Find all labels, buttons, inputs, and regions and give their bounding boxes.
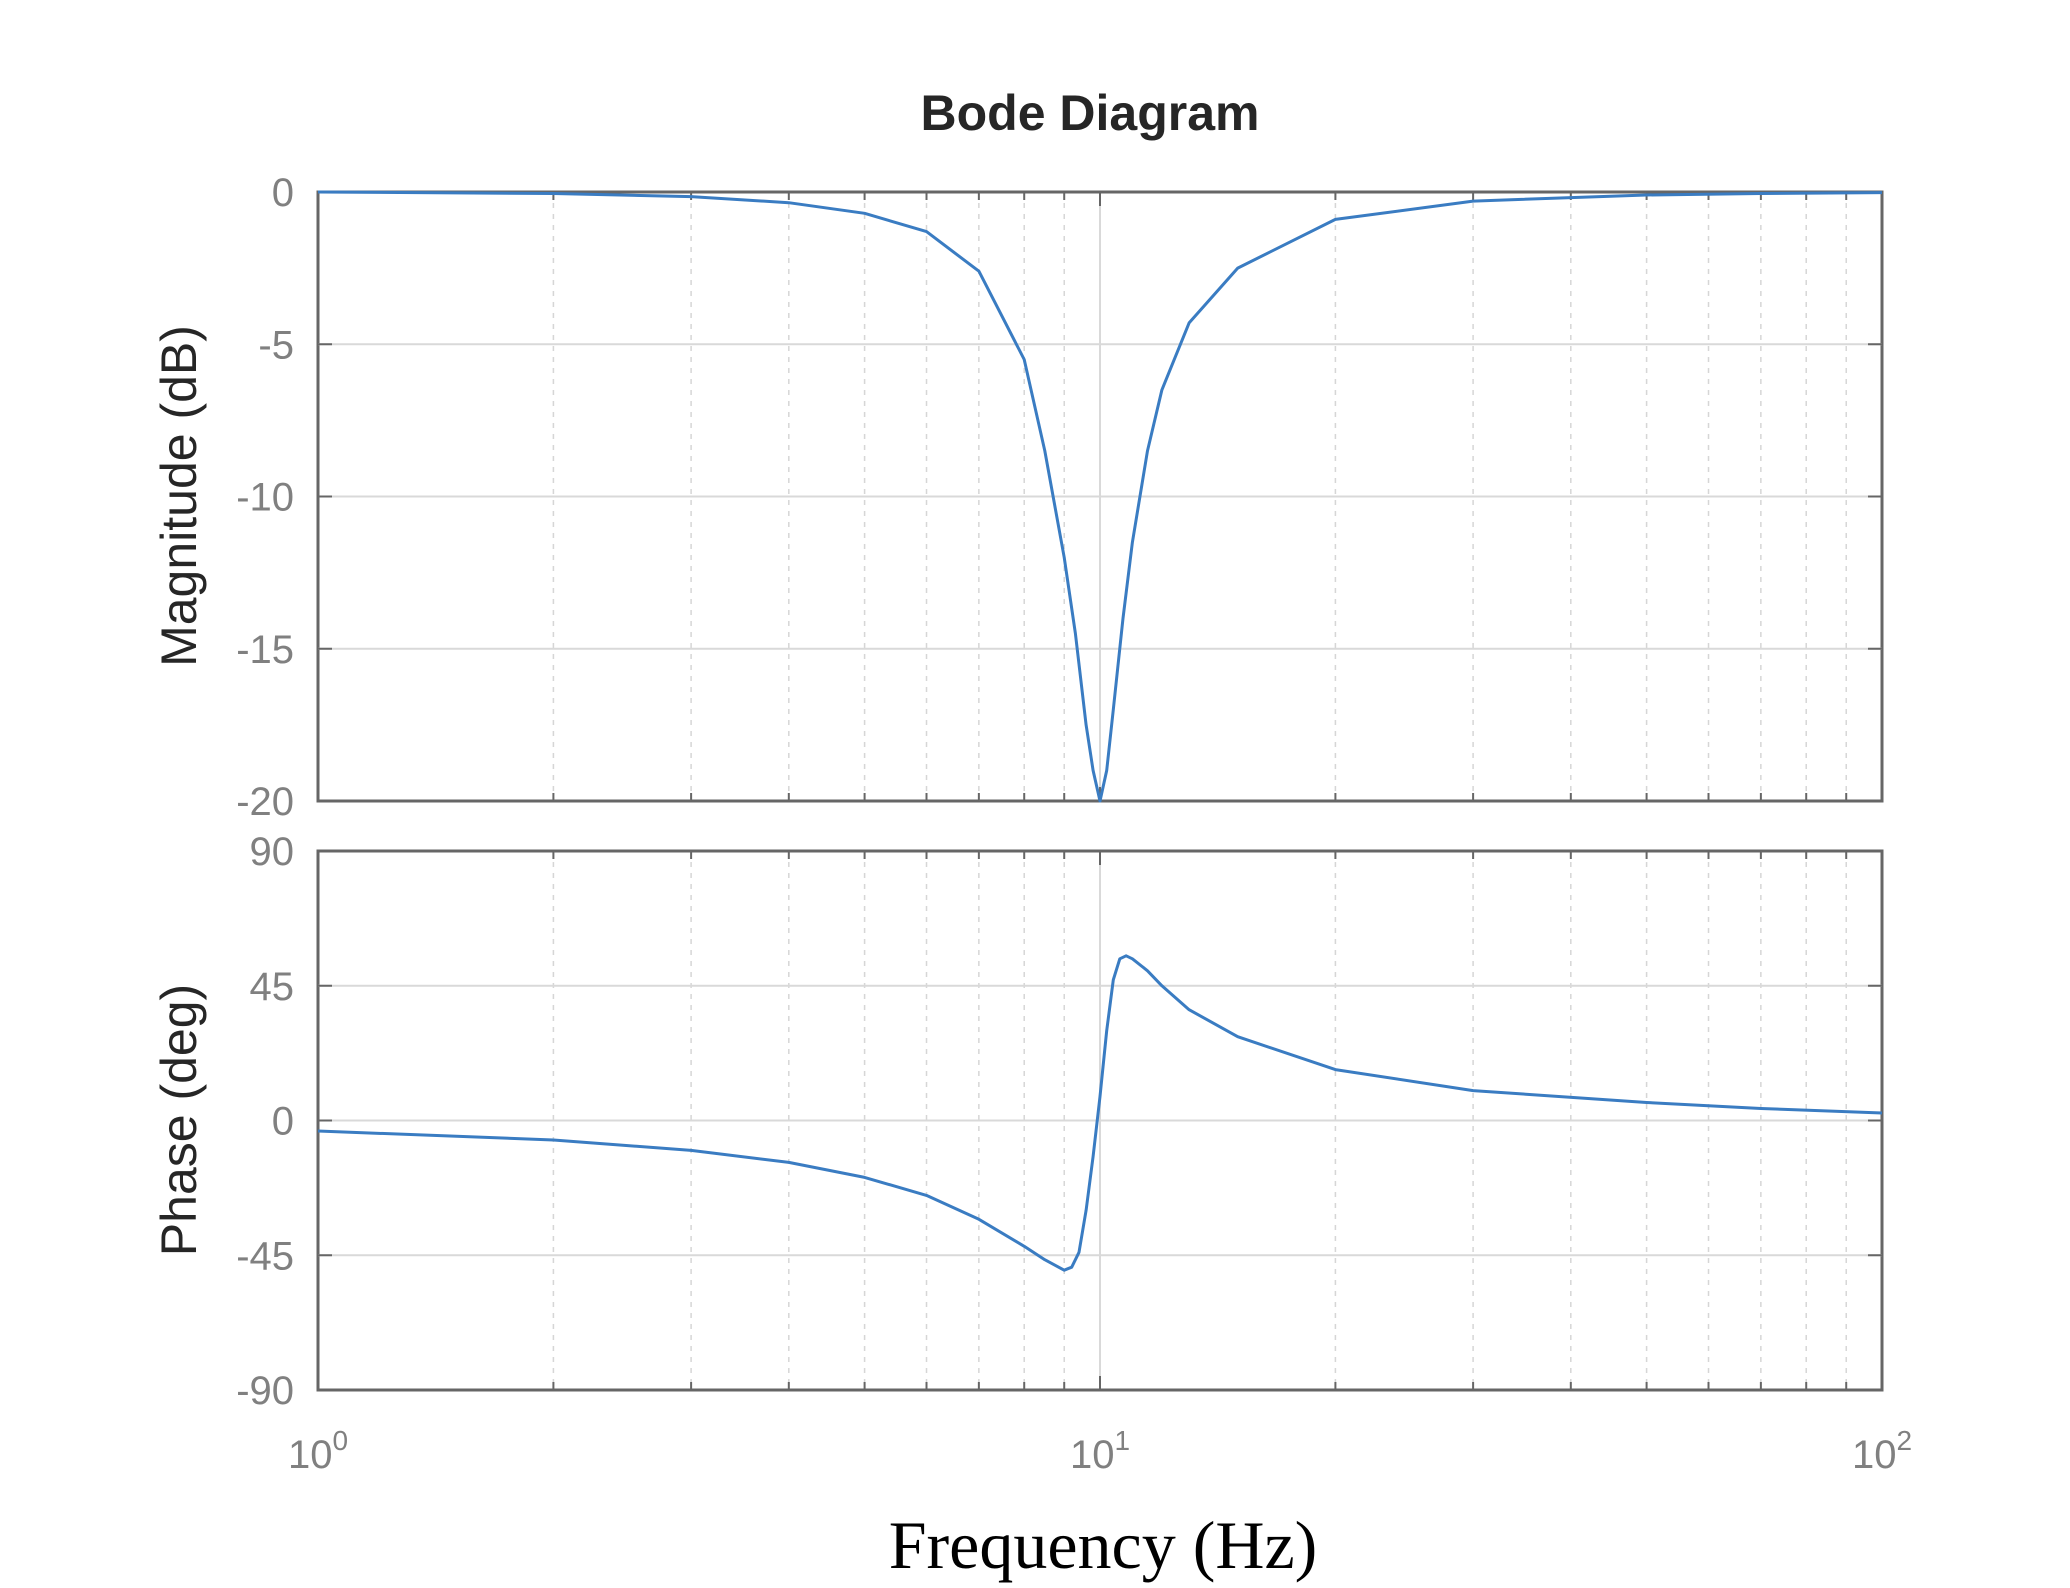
phase-curve (317, 954, 1883, 1272)
phase-y-tick-label: 0 (272, 1100, 294, 1144)
x-tick-label: 100 (288, 1425, 348, 1477)
magnitude-grid (317, 191, 1883, 802)
phase-y-tick-label: -45 (236, 1234, 294, 1278)
phase-y-label: Phase (deg) (151, 984, 207, 1256)
x-tick-base: 10 (1852, 1433, 1897, 1477)
phase-y-ticks: 90 45 0 -45 -90 (236, 830, 294, 1413)
frequency-x-ticks: 100 101 102 (288, 1425, 1912, 1477)
magnitude-y-label: Magnitude (dB) (151, 325, 207, 667)
x-tick-exponent: 2 (1896, 1425, 1912, 1456)
x-axis-label: Frequency (Hz) (889, 1507, 1318, 1583)
phase-y-tick-label: -90 (236, 1369, 294, 1413)
magnitude-curve (317, 190, 1883, 803)
x-tick-exponent: 1 (1114, 1425, 1130, 1456)
magnitude-panel: 0 -5 -10 -15 -20 Magnitude (dB) (151, 171, 1884, 824)
chart-title: Bode Diagram (921, 85, 1260, 141)
phase-y-tick-label: 45 (250, 965, 295, 1009)
x-tick-exponent: 0 (332, 1425, 348, 1456)
magnitude-y-ticks: 0 -5 -10 -15 -20 (236, 171, 294, 824)
magnitude-y-tick-label: -15 (236, 628, 294, 672)
magnitude-y-tick-label: -20 (236, 780, 294, 824)
phase-panel: 90 45 0 -45 -90 Phase (deg) (151, 830, 1884, 1413)
magnitude-y-tick-label: -5 (258, 323, 294, 367)
magnitude-y-tick-label: 0 (272, 171, 294, 215)
x-tick-base: 10 (1070, 1433, 1115, 1477)
phase-y-tick-label: 90 (250, 830, 295, 874)
x-tick-base: 10 (288, 1433, 333, 1477)
magnitude-y-tick-label: -10 (236, 476, 294, 520)
x-tick-label: 101 (1070, 1425, 1130, 1477)
x-tick-label: 102 (1852, 1425, 1912, 1477)
phase-grid (317, 850, 1883, 1391)
